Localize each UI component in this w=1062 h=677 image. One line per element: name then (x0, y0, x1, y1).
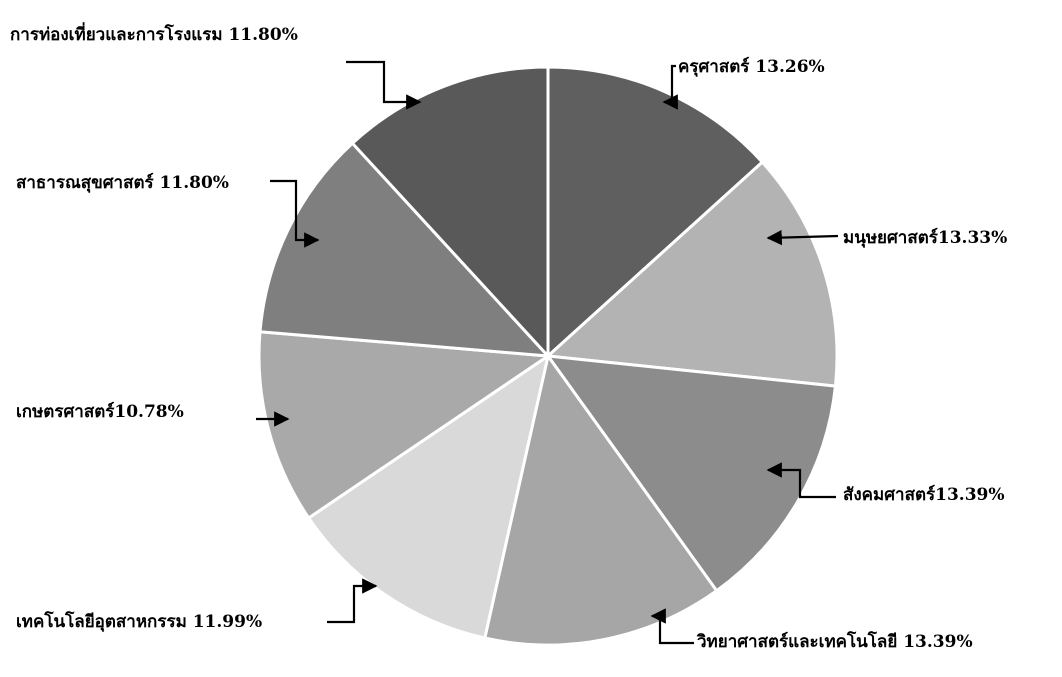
callout-arrow-3 (766, 462, 836, 499)
pie-slices (257, 65, 839, 647)
pie-slice-7 (258, 141, 550, 358)
slice-label-2: มนุษยศาสตร์13.33% (843, 227, 1007, 248)
slice-label-7: สาธารณสุขศาสตร์ 11.80% (16, 172, 229, 193)
callout-arrow-1 (662, 64, 678, 110)
slice-label-6: เกษตรศาสตร์10.78% (16, 401, 184, 422)
pie-slice-2 (546, 160, 839, 388)
pie-slice-4 (483, 354, 719, 647)
slice-label-5: เทคโนโลยีอุตสาหกรรม 11.99% (16, 611, 262, 632)
callout-arrow-2 (766, 229, 839, 246)
slice-label-3: สังคมศาสตร์13.39% (843, 484, 1005, 505)
pie-slice-1 (546, 65, 764, 358)
slice-label-1: ครุศาสตร์ 13.26% (678, 56, 825, 77)
pie-labels: ครุศาสตร์ 13.26% มนุษยศาสตร์13.33% สังคมศา… (10, 22, 1007, 652)
pie-slice-5 (307, 354, 550, 640)
pie-slice-3 (546, 354, 837, 593)
callout-arrow-5 (327, 578, 378, 624)
pie-callouts (256, 60, 839, 645)
pie-slice-8 (350, 65, 550, 358)
slice-label-4: วิทยาศาสตร์และเทคโนโลยี 13.39% (697, 631, 973, 652)
callout-arrow-7 (270, 179, 320, 248)
slice-label-8: การท่องเที่ยวและการโรงแรม 11.80% (10, 22, 298, 45)
callout-arrow-4 (650, 608, 694, 645)
pie-slice-6 (257, 330, 550, 520)
callout-arrow-8 (346, 60, 422, 110)
